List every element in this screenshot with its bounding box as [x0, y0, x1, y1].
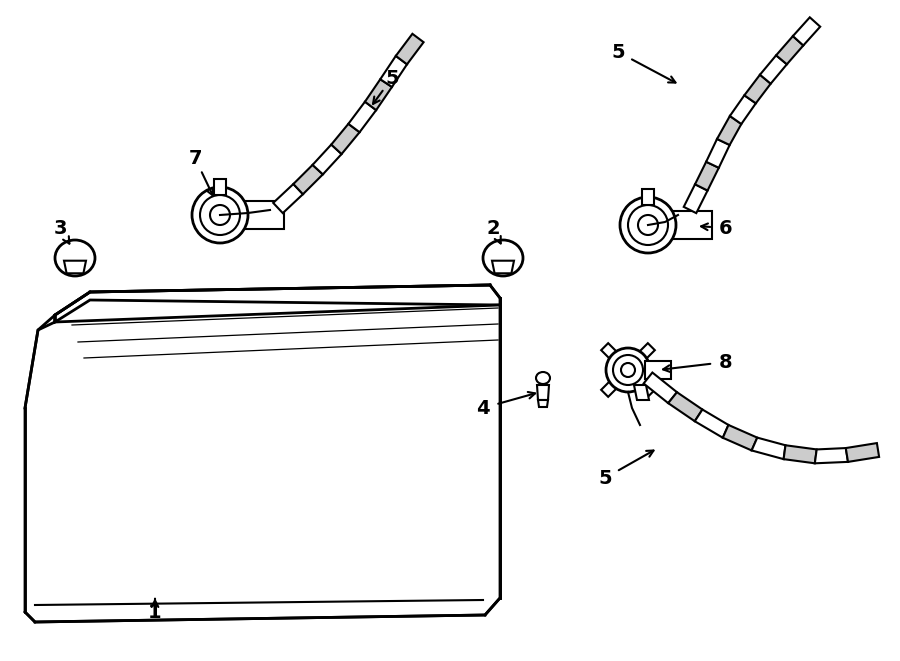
Polygon shape — [642, 189, 654, 205]
Bar — [601, 381, 617, 397]
Text: 5: 5 — [598, 469, 612, 488]
Polygon shape — [331, 124, 360, 154]
Ellipse shape — [483, 240, 523, 276]
Circle shape — [200, 195, 240, 235]
Circle shape — [620, 197, 676, 253]
Polygon shape — [744, 75, 770, 103]
Polygon shape — [25, 305, 500, 622]
Text: 8: 8 — [719, 352, 733, 371]
Text: 2: 2 — [486, 219, 500, 237]
Circle shape — [192, 187, 248, 243]
Polygon shape — [668, 211, 713, 239]
Polygon shape — [396, 34, 424, 64]
Text: 5: 5 — [385, 69, 399, 87]
Text: 6: 6 — [719, 219, 733, 237]
Polygon shape — [55, 285, 500, 322]
Text: 7: 7 — [188, 149, 202, 167]
Polygon shape — [695, 410, 728, 438]
Polygon shape — [537, 385, 549, 400]
Polygon shape — [644, 373, 677, 403]
Text: 3: 3 — [53, 219, 67, 237]
Circle shape — [638, 215, 658, 235]
Polygon shape — [814, 448, 848, 463]
Text: 5: 5 — [611, 42, 625, 61]
Bar — [639, 343, 655, 359]
Polygon shape — [760, 56, 787, 84]
Polygon shape — [634, 385, 649, 400]
Circle shape — [613, 355, 643, 385]
Polygon shape — [239, 201, 284, 229]
Polygon shape — [274, 184, 303, 213]
Polygon shape — [695, 162, 719, 190]
Polygon shape — [64, 260, 86, 273]
Text: 4: 4 — [476, 399, 490, 418]
Polygon shape — [752, 438, 786, 459]
Circle shape — [606, 348, 650, 392]
Polygon shape — [381, 56, 407, 87]
Polygon shape — [684, 184, 707, 213]
Polygon shape — [365, 79, 392, 110]
Polygon shape — [723, 425, 757, 450]
Ellipse shape — [536, 372, 550, 384]
Polygon shape — [776, 36, 804, 64]
Circle shape — [621, 363, 635, 377]
Polygon shape — [706, 139, 730, 168]
Polygon shape — [312, 145, 342, 175]
Polygon shape — [793, 17, 820, 46]
Polygon shape — [492, 260, 514, 273]
Polygon shape — [293, 165, 323, 194]
Ellipse shape — [55, 240, 95, 276]
Polygon shape — [348, 102, 376, 132]
Circle shape — [628, 205, 668, 245]
Polygon shape — [846, 443, 879, 462]
Polygon shape — [784, 446, 816, 463]
Text: 1: 1 — [148, 602, 162, 621]
Polygon shape — [644, 361, 670, 379]
Polygon shape — [538, 400, 548, 407]
Polygon shape — [730, 95, 756, 124]
Bar — [601, 343, 617, 359]
Circle shape — [210, 205, 230, 225]
Polygon shape — [717, 116, 742, 145]
Bar — [639, 381, 655, 397]
Polygon shape — [668, 392, 702, 421]
Polygon shape — [214, 179, 226, 195]
